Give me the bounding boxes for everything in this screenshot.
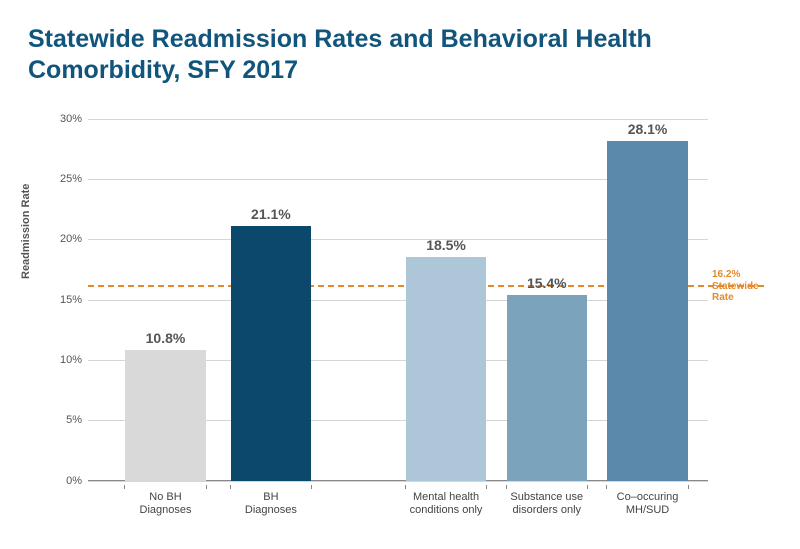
bar-value-label: 21.1% bbox=[231, 206, 312, 222]
x-axis-label: Mental healthconditions only bbox=[393, 491, 498, 517]
y-tick-label: 10% bbox=[52, 354, 82, 366]
x-tick bbox=[606, 485, 607, 489]
x-tick bbox=[311, 485, 312, 489]
x-tick bbox=[124, 485, 125, 489]
x-tick bbox=[688, 485, 689, 489]
y-tick-label: 20% bbox=[52, 233, 82, 245]
page-title: Statewide Readmission Rates and Behavior… bbox=[28, 24, 772, 87]
x-tick bbox=[587, 485, 588, 489]
bar-value-label: 18.5% bbox=[406, 237, 487, 253]
bar-value-label: 10.8% bbox=[125, 330, 206, 346]
x-tick bbox=[506, 485, 507, 489]
x-tick bbox=[230, 485, 231, 489]
x-axis-label: BHDiagnoses bbox=[218, 491, 323, 517]
bar: 15.4% bbox=[507, 295, 588, 481]
reference-line-label: 16.2%StatewideRate bbox=[712, 269, 768, 304]
y-tick-label: 5% bbox=[52, 414, 82, 426]
plot-region: 0%5%10%15%20%25%30%16.2%StatewideRate10.… bbox=[88, 119, 708, 481]
bar: 21.1% bbox=[231, 226, 312, 481]
bar-value-label: 15.4% bbox=[507, 275, 588, 291]
x-tick bbox=[486, 485, 487, 489]
y-tick-label: 25% bbox=[52, 173, 82, 185]
x-axis-labels: No BHDiagnosesBHDiagnoses Mental healthco… bbox=[88, 485, 708, 529]
bar: 18.5% bbox=[406, 257, 487, 480]
bar-value-label: 28.1% bbox=[607, 121, 688, 137]
y-tick-label: 30% bbox=[52, 113, 82, 125]
bar: 10.8% bbox=[125, 350, 206, 480]
grid-line bbox=[88, 481, 708, 482]
y-tick-label: 0% bbox=[52, 475, 82, 487]
grid-line bbox=[88, 119, 708, 120]
chart-area: Readmission Rate 0%5%10%15%20%25%30%16.2… bbox=[28, 109, 772, 529]
y-axis-label: Readmission Rate bbox=[20, 183, 32, 278]
x-axis-label: No BHDiagnoses bbox=[113, 491, 218, 517]
x-axis-label: Substance usedisorders only bbox=[494, 491, 599, 517]
y-tick-label: 15% bbox=[52, 294, 82, 306]
bar: 28.1% bbox=[607, 141, 688, 480]
x-tick bbox=[206, 485, 207, 489]
x-axis-label: Co–occuringMH/SUD bbox=[595, 491, 700, 517]
x-tick bbox=[405, 485, 406, 489]
